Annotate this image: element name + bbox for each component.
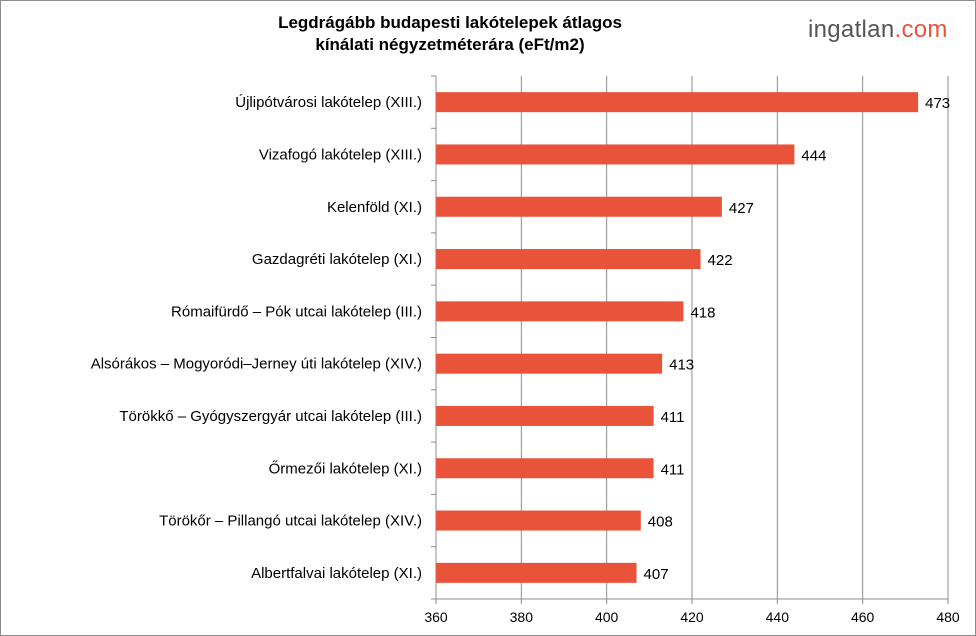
- data-label: 407: [644, 566, 669, 583]
- bar: [436, 144, 795, 165]
- bar: [436, 249, 701, 270]
- category-label: Gazdagréti lakótelep (XI.): [252, 251, 422, 268]
- category-label: Törökkő – Gyógyszergyár utcai lakótelep …: [119, 408, 422, 425]
- data-label: 408: [648, 514, 673, 531]
- x-tick-label: 480: [936, 609, 960, 625]
- category-label: Törökőr – Pillangó utcai lakótelep (XIV.…: [159, 513, 422, 530]
- category-label: Újlipótvárosi lakótelep (XIII.): [235, 94, 422, 111]
- x-tick-label: 460: [851, 609, 875, 625]
- logo-main: ingatlan: [808, 16, 895, 43]
- data-label: 411: [661, 461, 685, 478]
- category-label: Rómaifürdő – Pók utcai lakótelep (III.): [171, 303, 422, 320]
- data-label: 418: [690, 304, 715, 321]
- category-label: Őrmezői lakótelep (XI.): [269, 460, 422, 477]
- x-tick-label: 400: [595, 609, 619, 625]
- logo-suffix: .com: [894, 16, 948, 43]
- bar: [436, 458, 654, 479]
- category-label: Alsórákos – Mogyoródi–Jerney úti lakótel…: [91, 356, 422, 373]
- bar: [436, 405, 654, 426]
- bar: [436, 301, 684, 322]
- x-tick-label: 360: [424, 609, 448, 625]
- data-label: 427: [729, 200, 754, 217]
- bar: [436, 353, 663, 374]
- data-label: 444: [801, 147, 826, 164]
- title-line-2: kínálati négyzetméterára (eFt/m2): [315, 35, 585, 54]
- x-tick-label: 420: [680, 609, 704, 625]
- data-label: 413: [669, 357, 694, 374]
- data-label: 411: [661, 409, 685, 426]
- data-label: 422: [708, 252, 733, 269]
- bar: [436, 196, 722, 217]
- bar: [436, 92, 919, 113]
- bar: [436, 562, 637, 583]
- category-label: Kelenföld (XI.): [327, 199, 422, 216]
- ingatlan-logo: ingatlan.com: [808, 16, 948, 44]
- category-label: Vizafogó lakótelep (XIII.): [259, 146, 422, 163]
- chart-title: Legdrágább budapesti lakótelepek átlagos…: [230, 12, 670, 56]
- category-label: Albertfalvai lakótelep (XI.): [251, 565, 422, 582]
- bar: [436, 510, 641, 531]
- x-tick-label: 440: [766, 609, 790, 625]
- data-label: 473: [925, 95, 950, 112]
- title-line-1: Legdrágább budapesti lakótelepek átlagos: [278, 13, 622, 32]
- x-tick-label: 380: [510, 609, 534, 625]
